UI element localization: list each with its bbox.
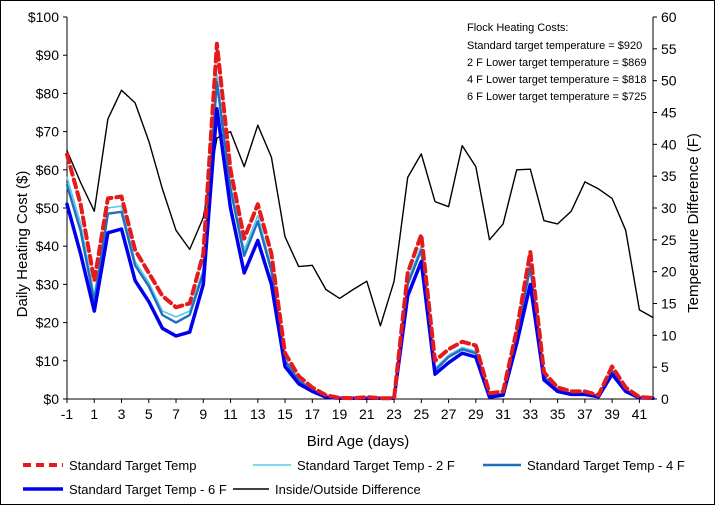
x-tick-label: -1: [61, 406, 74, 422]
y-tick-label: $50: [36, 200, 60, 216]
legend: Standard Target Temp Standard Target Tem…: [23, 458, 685, 497]
y2-tick-label: 30: [661, 200, 677, 216]
y2-tick-label: 25: [661, 232, 677, 248]
x-tick-label: 29: [468, 406, 484, 422]
y-tick-label: $30: [36, 276, 60, 292]
ticks-layer: $0$10$20$30$40$50$60$70$80$90$1000510152…: [28, 9, 677, 422]
annotation-heading: Flock Heating Costs:: [467, 22, 568, 34]
legend-label: Standard Target Temp - 4 F: [527, 458, 685, 473]
series-layer: [65, 41, 655, 401]
y-tick-label: $70: [36, 124, 60, 140]
y2-tick-label: 40: [661, 136, 677, 152]
x-tick-label: 39: [604, 406, 620, 422]
x-tick-label: 9: [199, 406, 207, 422]
x-tick-label: 11: [223, 406, 238, 422]
y2-tick-label: 5: [661, 359, 669, 375]
legend-label: Standard Target Temp - 2 F: [297, 458, 455, 473]
heating-cost-annotation: Flock Heating Costs: Standard target tem…: [467, 22, 646, 103]
x-tick-label: 23: [386, 406, 402, 422]
y2-tick-label: 55: [661, 41, 677, 57]
x-tick-label: 25: [414, 406, 430, 422]
y2-tick-label: 15: [661, 296, 677, 312]
x-tick-label: 1: [90, 406, 98, 422]
y-tick-label: $40: [36, 238, 60, 254]
x-tick-label: 15: [277, 406, 293, 422]
y2-tick-label: 10: [661, 327, 677, 343]
y2-tick-label: 50: [661, 73, 677, 89]
y-tick-label: $80: [36, 85, 60, 101]
y2-tick-label: 20: [661, 264, 677, 280]
annotation-line: 2 F Lower target temperature = $869: [467, 57, 646, 69]
x-tick-label: 21: [359, 406, 375, 422]
y-tick-label: $60: [36, 162, 60, 178]
x-axis-title: Bird Age (days): [307, 433, 410, 450]
x-tick-label: 5: [145, 406, 153, 422]
y2-tick-label: 35: [661, 168, 677, 184]
legend-label: Inside/Outside Difference: [275, 482, 421, 497]
y-axis-title: Daily Heating Cost ($): [14, 171, 31, 318]
y2-tick-label: 60: [661, 9, 677, 25]
legend-item: Standard Target Temp - 6 F: [23, 482, 227, 497]
y-tick-label: $100: [28, 9, 59, 25]
x-tick-label: 41: [632, 406, 648, 422]
legend-item: Standard Target Temp: [23, 458, 196, 473]
y-tick-label: $90: [36, 47, 60, 63]
x-tick-label: 33: [523, 406, 539, 422]
legend-label: Standard Target Temp - 6 F: [69, 482, 227, 497]
x-tick-label: 3: [118, 406, 126, 422]
y2-tick-label: 0: [661, 391, 669, 407]
series-line-4: [66, 89, 654, 327]
x-tick-label: 31: [495, 406, 511, 422]
y-tick-label: $0: [43, 391, 59, 407]
annotation-line: 6 F Lower target temperature = $725: [467, 91, 646, 103]
x-tick-label: 37: [577, 406, 593, 422]
series-line-1: [66, 73, 654, 400]
x-tick-label: 17: [305, 406, 321, 422]
legend-item: Inside/Outside Difference: [233, 482, 421, 497]
annotation-line: Standard target temperature = $920: [467, 40, 642, 52]
series-line-3: [65, 106, 655, 400]
legend-item: Standard Target Temp - 2 F: [253, 458, 455, 473]
y-tick-label: $10: [36, 353, 60, 369]
x-tick-label: 13: [250, 406, 266, 422]
series-line-0: [65, 41, 655, 401]
y2-axis-title: Temperature Difference (F): [685, 133, 702, 313]
x-tick-label: 35: [550, 406, 566, 422]
y2-tick-label: 45: [661, 105, 677, 121]
x-tick-label: 7: [172, 406, 180, 422]
x-tick-label: 27: [441, 406, 457, 422]
legend-label: Standard Target Temp: [69, 458, 196, 473]
legend-item: Standard Target Temp - 4 F: [483, 458, 685, 473]
y-tick-label: $20: [36, 315, 60, 331]
annotation-line: 4 F Lower target temperature = $818: [467, 74, 646, 86]
series-line-2: [65, 80, 655, 400]
x-tick-label: 19: [332, 406, 348, 422]
